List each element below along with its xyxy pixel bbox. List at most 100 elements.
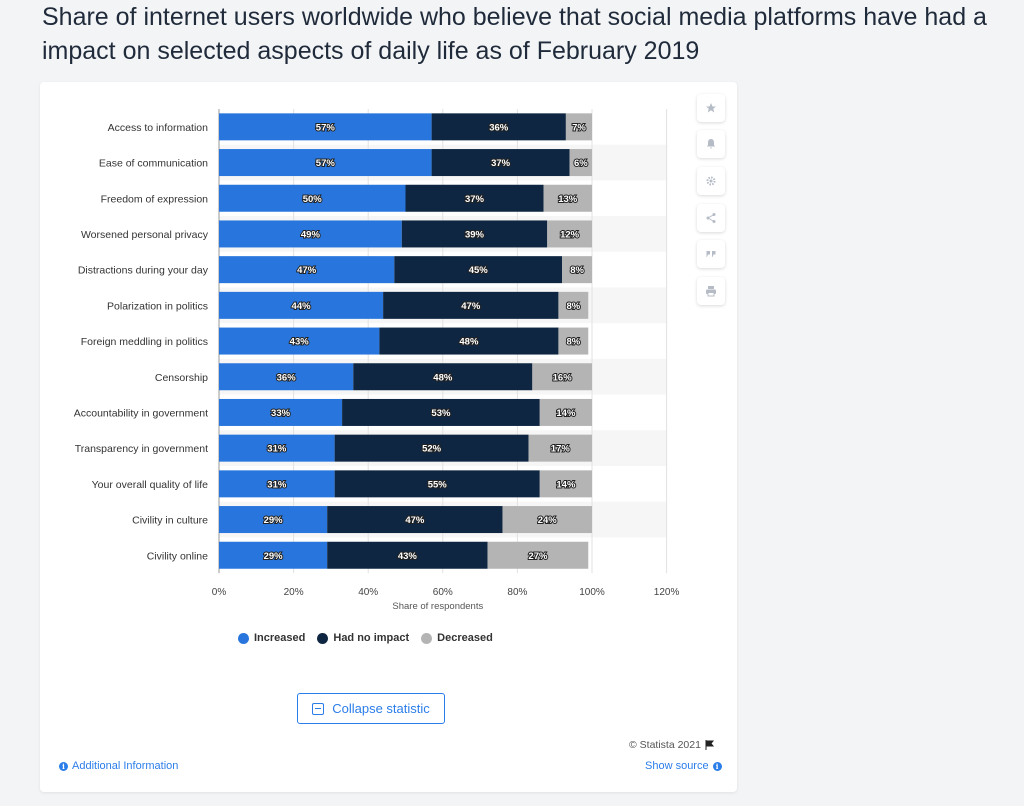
bar-segment (558, 327, 589, 355)
data-label: 47% (461, 301, 481, 312)
bar-segment (342, 398, 540, 426)
category-label: Accountability in government (74, 407, 208, 419)
bar-segment (394, 256, 563, 284)
print-icon (706, 286, 716, 297)
data-label: 8% (566, 301, 580, 312)
notification-button[interactable] (697, 130, 725, 158)
data-label: 57% (316, 158, 336, 169)
x-tick-label: 100% (579, 587, 605, 598)
x-tick-label: 20% (284, 587, 304, 598)
data-label: 36% (277, 372, 297, 383)
legend-swatch (317, 632, 329, 644)
data-label: 6% (574, 158, 588, 169)
category-label: Civility online (147, 550, 208, 562)
bar-segment (219, 291, 384, 319)
bar-segment (379, 327, 559, 355)
bar-segment (219, 541, 328, 569)
data-label: 36% (489, 122, 509, 133)
legend-item[interactable]: Increased (238, 632, 305, 644)
data-label: 48% (459, 337, 479, 348)
data-label: 7% (572, 122, 586, 133)
category-label: Transparency in government (75, 443, 208, 455)
data-label: 37% (465, 194, 485, 205)
data-label: 55% (428, 479, 448, 490)
data-label: 24% (538, 515, 558, 526)
bar-segment (219, 363, 354, 391)
show-source-link[interactable]: Show source i (645, 760, 722, 772)
info-icon: i (712, 761, 722, 771)
category-label: Civility in culture (132, 515, 208, 527)
bar-segment (353, 363, 533, 391)
data-label: 12% (560, 229, 580, 240)
bar-segment (219, 113, 432, 141)
bar-segment (405, 184, 544, 212)
data-label: 31% (267, 479, 287, 490)
data-label: 45% (469, 265, 489, 276)
data-label: 16% (553, 372, 573, 383)
legend-label: Decreased (437, 632, 493, 644)
bar-segment (431, 149, 570, 177)
bar-segment (334, 434, 529, 462)
collapse-icon (312, 702, 325, 715)
legend-swatch (238, 632, 249, 644)
cite-button[interactable] (697, 240, 725, 268)
bar-segment (219, 470, 335, 498)
bar-segment (487, 541, 589, 569)
legend-item[interactable]: Decreased (421, 632, 493, 644)
data-label: 43% (290, 337, 310, 348)
category-label: Distractions during your day (78, 265, 209, 277)
bar-segment (327, 506, 503, 534)
page-title-line-1: Share of internet users worldwide who be… (42, 3, 987, 31)
bar-segment (565, 113, 592, 141)
category-label: Ease of communication (99, 158, 208, 170)
favorite-button[interactable] (697, 94, 725, 122)
bar-segment (219, 327, 380, 355)
data-label: 13% (558, 194, 578, 205)
x-tick-label: 0% (212, 587, 227, 598)
data-label: 14% (556, 408, 576, 419)
flag-icon[interactable] (705, 740, 715, 750)
bar-segment (219, 506, 328, 534)
data-label: 8% (566, 337, 580, 348)
bar-segment (539, 398, 592, 426)
data-label: 43% (398, 551, 418, 562)
category-label: Foreign meddling in politics (81, 336, 208, 348)
x-tick-label: 120% (654, 587, 680, 598)
collapse-statistic-button[interactable]: Collapse statistic (297, 693, 445, 724)
page-title: Share of internet users worldwide who be… (42, 0, 1024, 68)
bar-segment (401, 220, 548, 248)
data-label: 29% (264, 515, 284, 526)
data-label: 31% (267, 444, 287, 455)
share-button[interactable] (697, 204, 725, 232)
gear-icon (706, 176, 716, 186)
x-axis-title: Share of respondents (392, 601, 483, 612)
legend-swatch (421, 632, 433, 644)
category-label: Polarization in politics (107, 300, 208, 312)
data-label: 33% (271, 408, 291, 419)
bar-segment (502, 506, 592, 534)
bar-segment (334, 470, 540, 498)
settings-button[interactable] (697, 167, 725, 195)
copyright-text: © Statista 2021 (629, 739, 701, 751)
additional-information-link[interactable]: i Additional Information (59, 760, 178, 772)
bar-segment (528, 434, 592, 462)
print-button[interactable] (697, 277, 725, 305)
category-label: Your overall quality of life (92, 479, 209, 491)
data-label: 44% (292, 301, 312, 312)
bar-segment (219, 149, 432, 177)
bar-segment (558, 291, 589, 319)
data-label: 57% (316, 122, 336, 133)
category-label: Access to information (108, 122, 209, 134)
collapse-statistic-label: Collapse statistic (332, 701, 430, 716)
data-label: 47% (297, 265, 317, 276)
data-label: 49% (301, 229, 321, 240)
bar-segment (219, 398, 343, 426)
info-icon: i (59, 761, 68, 771)
bar-segment (219, 434, 335, 462)
bar-segment (431, 113, 566, 141)
legend-label: Increased (254, 632, 306, 644)
data-label: 39% (465, 229, 485, 240)
legend-item[interactable]: Had no impact (317, 632, 409, 644)
category-label: Freedom of expression (101, 193, 209, 205)
x-tick-label: 40% (358, 587, 378, 598)
